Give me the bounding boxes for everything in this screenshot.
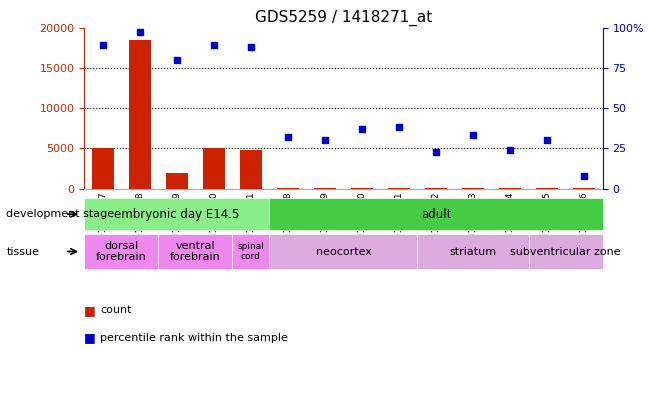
- Text: dorsal
forebrain: dorsal forebrain: [96, 241, 146, 262]
- Point: [135, 29, 145, 35]
- Point: [357, 126, 367, 132]
- Text: development stage: development stage: [6, 209, 115, 219]
- Point: [246, 44, 256, 50]
- Bar: [536, 188, 558, 189]
- Point: [505, 147, 515, 153]
- Bar: [91, 147, 114, 189]
- Point: [542, 137, 552, 143]
- Text: ■: ■: [84, 331, 96, 345]
- Bar: [425, 188, 447, 189]
- Point: [172, 57, 182, 63]
- Text: adult: adult: [421, 208, 451, 221]
- Bar: [388, 188, 410, 189]
- Text: tissue: tissue: [6, 246, 40, 257]
- Bar: [166, 173, 188, 189]
- Point: [468, 132, 478, 139]
- Text: count: count: [100, 305, 132, 316]
- Bar: [314, 188, 336, 189]
- Point: [394, 124, 404, 130]
- Bar: [499, 188, 521, 189]
- Text: striatum: striatum: [450, 246, 496, 257]
- Bar: [129, 40, 151, 189]
- Point: [283, 134, 293, 140]
- Title: GDS5259 / 1418271_at: GDS5259 / 1418271_at: [255, 10, 432, 26]
- Text: ventral
forebrain: ventral forebrain: [170, 241, 221, 262]
- Point: [209, 42, 219, 48]
- Point: [98, 42, 108, 48]
- Point: [319, 137, 330, 143]
- Bar: [462, 188, 484, 189]
- Bar: [277, 188, 299, 189]
- Text: embryonic day E14.5: embryonic day E14.5: [114, 208, 240, 221]
- Text: percentile rank within the sample: percentile rank within the sample: [100, 333, 288, 343]
- Point: [431, 149, 441, 155]
- Bar: [573, 188, 596, 189]
- Text: neocortex: neocortex: [316, 246, 371, 257]
- Text: subventricular zone: subventricular zone: [510, 246, 621, 257]
- Bar: [351, 188, 373, 189]
- Text: spinal
cord: spinal cord: [237, 242, 264, 261]
- Text: ■: ■: [84, 304, 96, 317]
- Point: [579, 173, 589, 179]
- Bar: [203, 148, 225, 189]
- Bar: [240, 150, 262, 189]
